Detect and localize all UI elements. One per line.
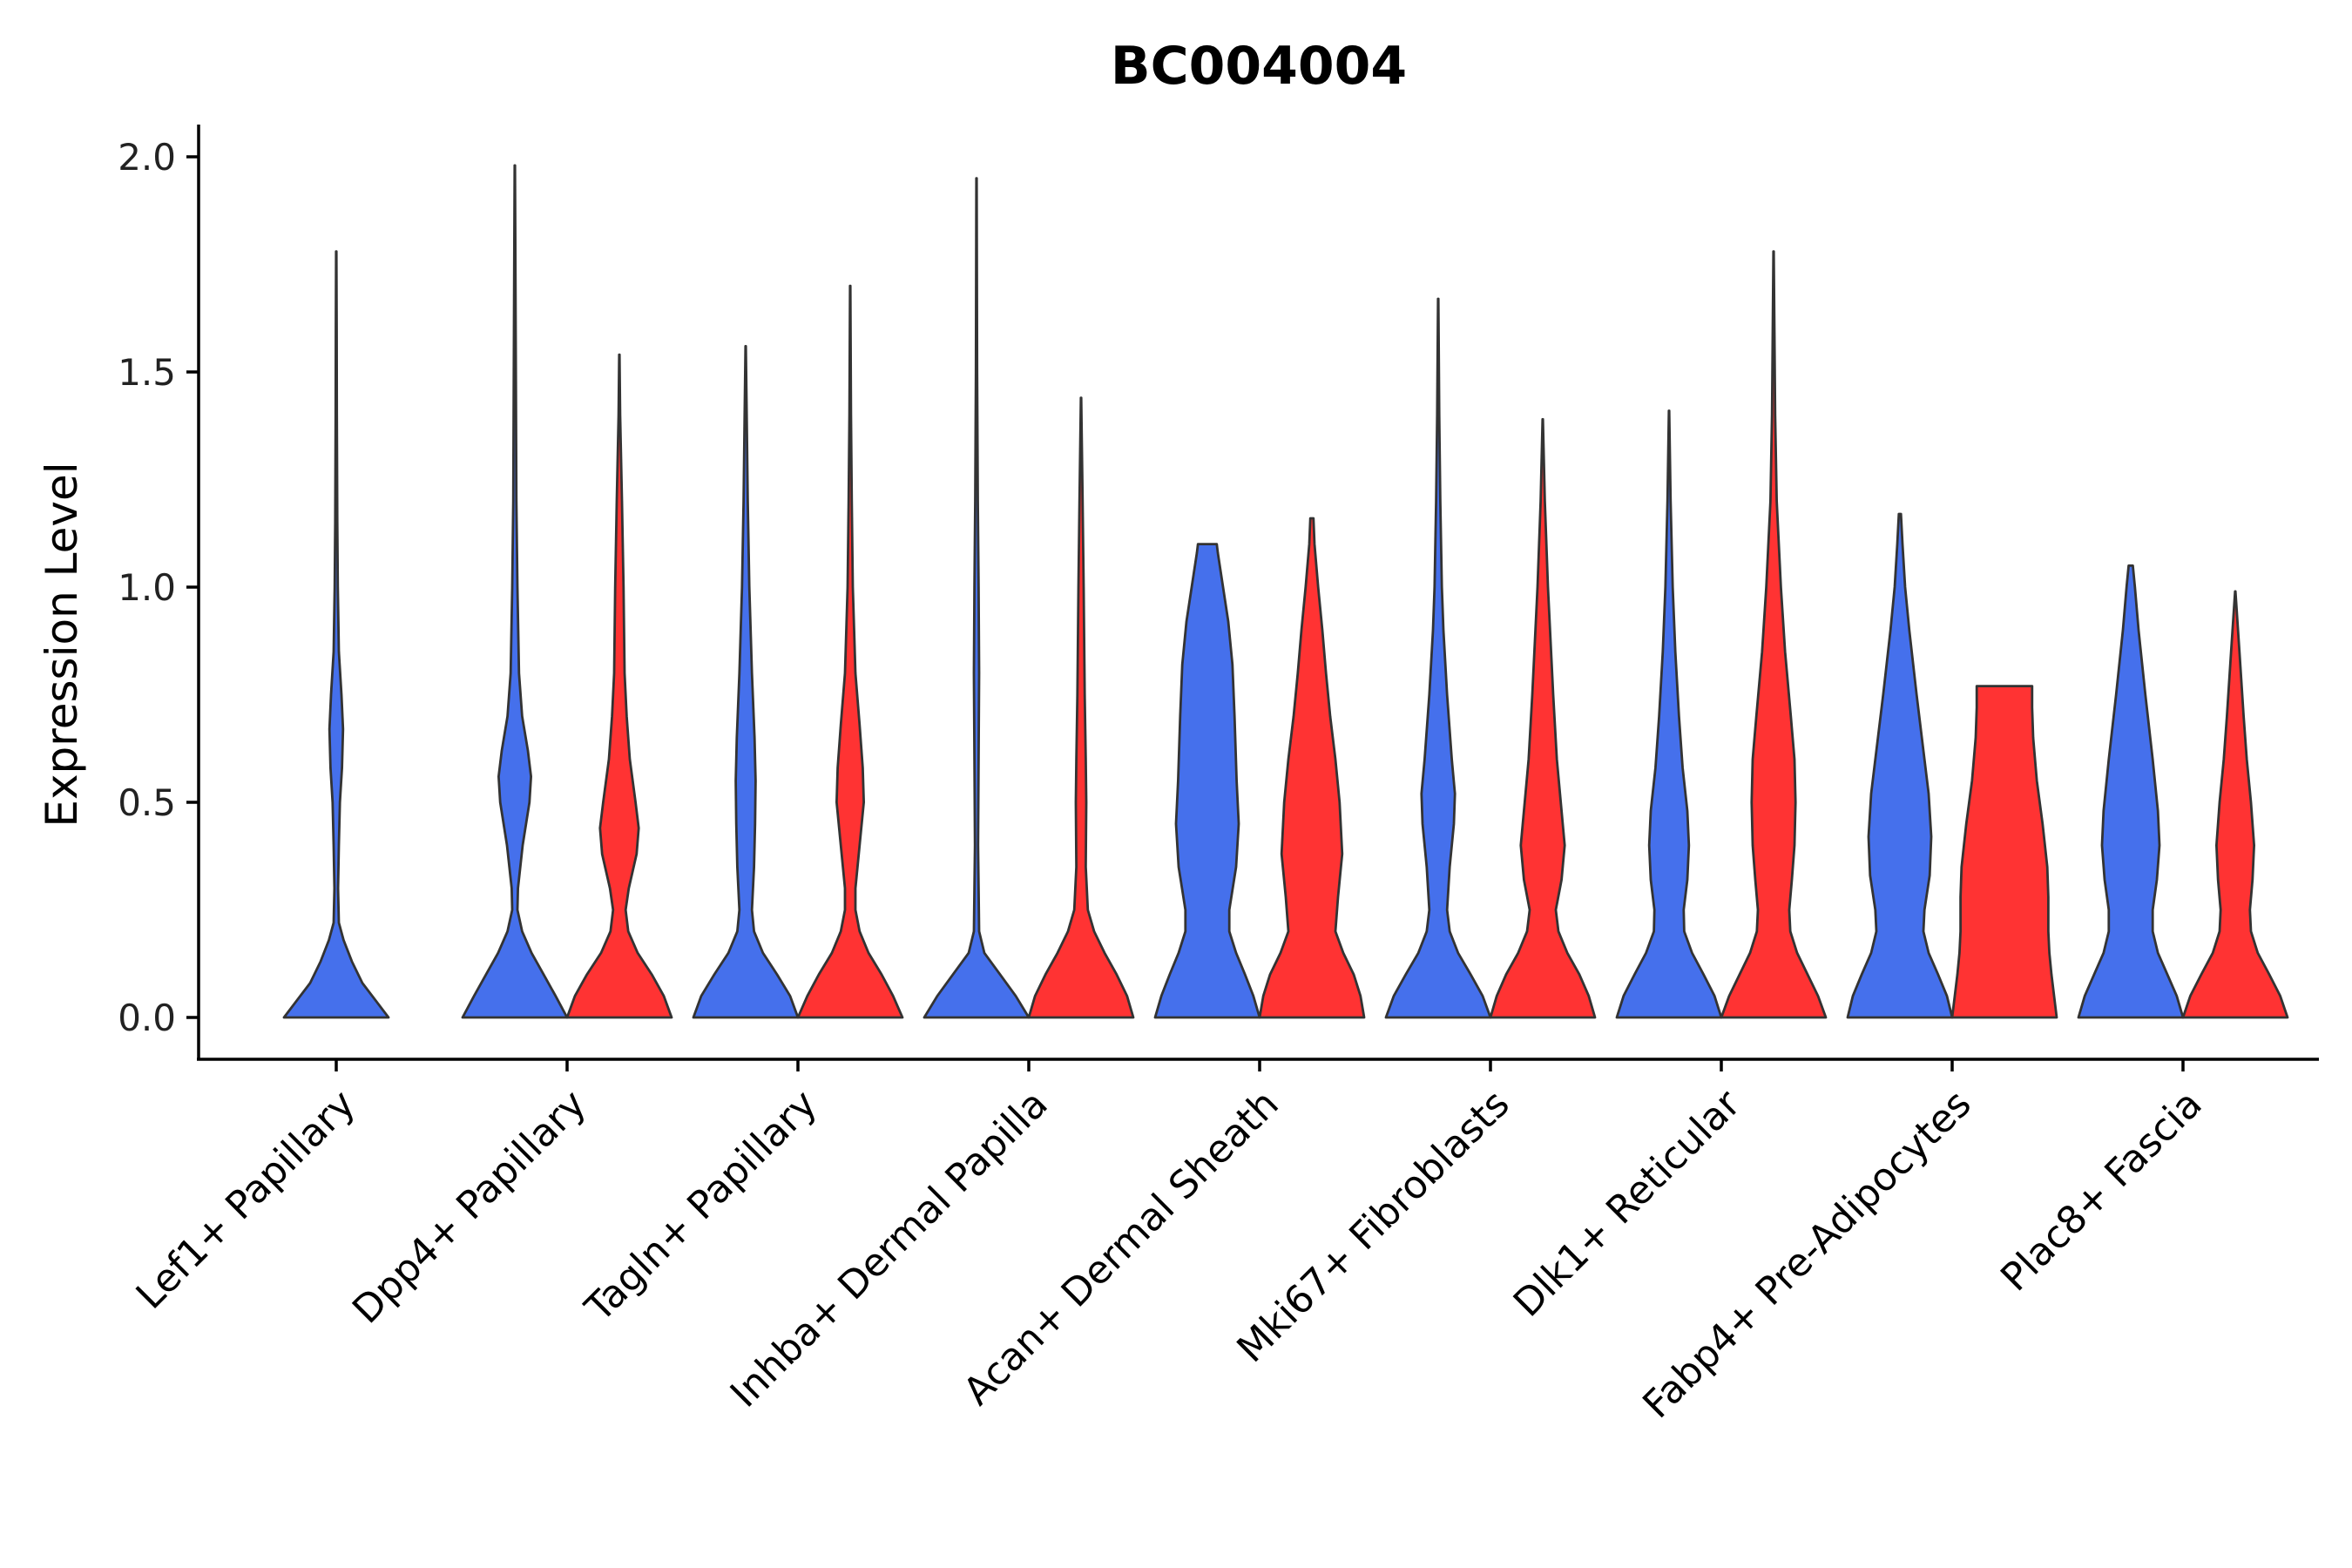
violin-blue (1615, 409, 1723, 1019)
violin-red (1489, 417, 1597, 1019)
violin-red (1720, 250, 1828, 1019)
axes (197, 125, 2319, 1061)
y-tick-label: 0.5 (118, 781, 176, 824)
x-tick-label: Lef1+ Papillary (128, 1082, 364, 1318)
violin-blue (2077, 564, 2185, 1019)
x-tick-label: Dlk1+ Reticular (1505, 1081, 1750, 1326)
y-axis-label: Expression Level (37, 462, 87, 827)
violin-red (2181, 590, 2289, 1019)
violin-red (1950, 685, 2058, 1019)
violin-blue (692, 345, 800, 1019)
violin-blue (1384, 297, 1492, 1019)
violin-blue (282, 250, 390, 1019)
y-tick-label: 2.0 (118, 136, 176, 179)
x-tick-label: Dpp4+ Papillary (344, 1082, 595, 1333)
violin-blue (1153, 543, 1261, 1019)
y-tick-label: 1.0 (118, 566, 176, 609)
y-tick-label: 1.5 (118, 351, 176, 394)
violin-red (1027, 396, 1135, 1019)
violin-red (796, 284, 904, 1019)
violin-group (282, 164, 2289, 1019)
violin-blue (461, 164, 569, 1019)
y-tick-label: 0.0 (118, 997, 176, 1039)
violin-red (1258, 517, 1366, 1019)
violin-red (565, 353, 673, 1019)
violin-blue (923, 177, 1031, 1019)
chart-title: BC004004 (1111, 36, 1407, 97)
y-ticks: 0.0 0.5 1.0 1.5 2.0 (118, 136, 199, 1039)
x-tick-label: Plac8+ Fascia (1992, 1082, 2211, 1301)
x-tick-label: Tagln+ Papillary (577, 1082, 826, 1331)
violin-blue (1846, 512, 1954, 1019)
